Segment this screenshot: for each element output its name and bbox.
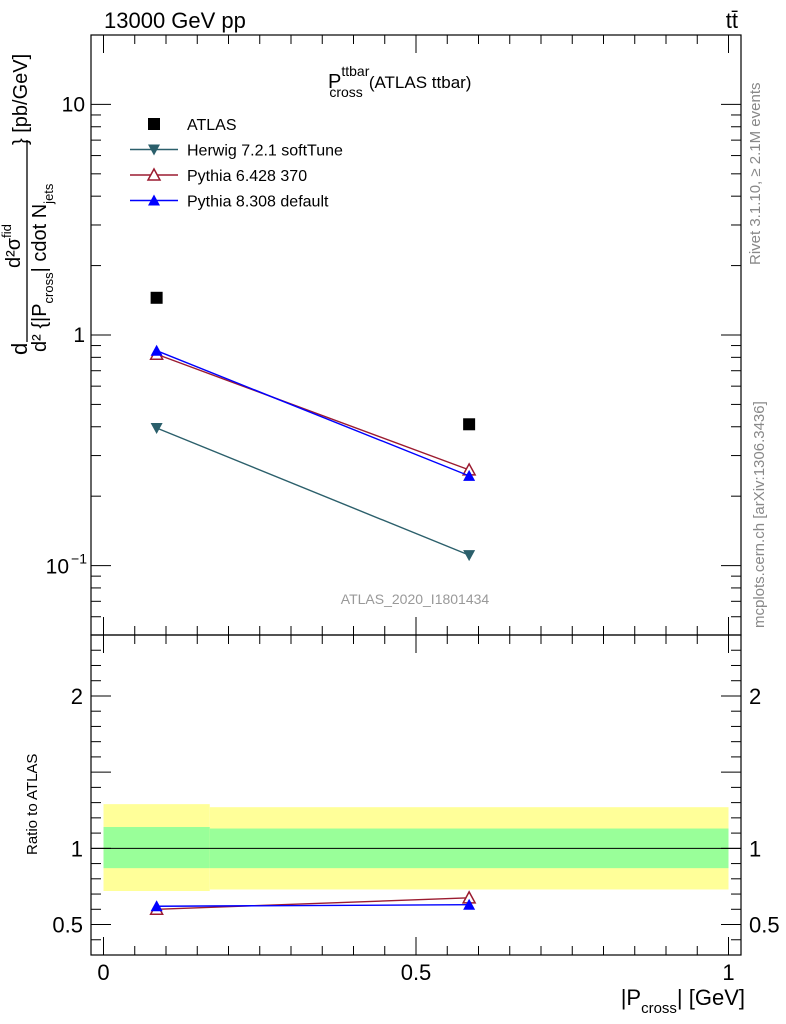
legend-entry-0: ATLAS: [148, 117, 237, 134]
ratio-frame: [90, 634, 742, 956]
ratio-y-tick-label: 0.5: [52, 913, 83, 938]
ratio-y-tick-label-right: 1: [749, 836, 761, 861]
band-stat: [103, 827, 210, 869]
data-point: [150, 291, 163, 304]
ratio-series-0: [149, 890, 477, 916]
series-line: [156, 427, 470, 556]
main-title-suffix: (ATLAS ttbar): [369, 73, 472, 92]
xlabel-sub: cross: [641, 1000, 677, 1017]
ratio-y-tick-label-right: 2: [749, 684, 761, 709]
ylabel-numerator-main: d²σ: [3, 237, 25, 268]
ylabel-denominator-main: d² {|P: [29, 303, 51, 352]
y-tick-label: 10: [46, 556, 69, 579]
legend-entry-2: Pythia 6.428 370: [130, 167, 307, 185]
legend-label: Pythia 6.428 370: [187, 168, 307, 185]
series-line: [156, 350, 470, 477]
ratio-axis-ticks: 2 2 1 1 0.5 0.5 0 0.5 1: [52, 634, 780, 985]
ylabel-denominator: d² {|Pcross| cdot Njets: [29, 183, 56, 352]
ylabel-denominator-sub2: jets: [41, 183, 56, 205]
ylabel-prefix: d: [7, 343, 32, 355]
legend-entry-3: Pythia 8.308 default: [130, 194, 329, 211]
mcplots-label: mcplots.cern.ch [arXiv:1306.3436]: [751, 401, 768, 628]
ratio-y-tick-label-right: 0.5: [749, 913, 780, 938]
series-0: [150, 291, 476, 431]
data-point: [150, 423, 163, 435]
y-tick-label-exp: −1: [71, 551, 87, 567]
ratio-x-tick-label: 0: [97, 960, 109, 985]
ratio-data-point: [463, 898, 476, 910]
legend-marker: [146, 167, 162, 181]
legend-marker: [148, 144, 160, 156]
series-3: [150, 344, 476, 481]
main-title: Pttbar cross (ATLAS ttbar): [328, 63, 471, 100]
y-tick-label: 1: [73, 324, 85, 347]
ratio-data-point: [150, 900, 163, 912]
ratio-panel: 2 2 1 1 0.5 0.5 0 0.5 1 Ratio to ATLAS |Pcross| …: [24, 634, 780, 1017]
ratio-series-line: [156, 904, 470, 907]
data-point: [150, 344, 163, 356]
ylabel-suffix: } [pb/GeV]: [10, 54, 32, 145]
ylabel-denominator-mid: | cdot N: [29, 204, 51, 273]
main-title-main: P: [328, 71, 341, 93]
ylabel-denominator-sub: cross: [41, 272, 56, 304]
main-title-sup: ttbar: [341, 63, 369, 79]
data-point: [463, 469, 476, 481]
ratio-y-tick-label: 1: [71, 836, 83, 861]
series-1: [150, 423, 476, 562]
main-ylabel: d d²σfid d² {|Pcross| cdot Njets } [pb/G…: [0, 54, 56, 355]
legend-label: ATLAS: [187, 117, 237, 134]
main-series-group: [149, 291, 477, 562]
legend: ATLAS Herwig 7.2.1 softTune Pythia 6.428 3…: [130, 117, 343, 211]
rivet-label: Rivet 3.1.10, ≥ 2.1M events: [747, 83, 764, 266]
legend-marker: [148, 118, 160, 130]
legend-label: Pythia 8.308 default: [187, 194, 329, 211]
ratio-x-tick-label: 1: [722, 960, 734, 985]
ylabel-numerator: d²σfid: [0, 224, 25, 268]
ratio-series-1: [150, 898, 476, 912]
ratio-x-tick-label: 0.5: [401, 960, 432, 985]
xlabel-suffix: | [GeV]: [677, 985, 745, 1010]
data-point: [463, 418, 476, 431]
ratio-ylabel: Ratio to ATLAS: [24, 754, 41, 855]
ratio-series-line: [156, 897, 470, 910]
y-tick-label: 10: [62, 93, 85, 116]
data-point: [463, 550, 476, 562]
process-label: tt̄: [726, 8, 738, 33]
ylabel-numerator-sup: fid: [0, 224, 14, 238]
ratio-xlabel: |Pcross| [GeV]: [621, 985, 745, 1017]
energy-label: 13000 GeV pp: [104, 8, 246, 33]
ratio-bands: [103, 804, 729, 891]
analysis-id: ATLAS_2020_I1801434: [341, 591, 490, 607]
legend-marker: [148, 194, 160, 206]
legend-entry-1: Herwig 7.2.1 softTune: [130, 143, 343, 160]
ratio-y-tick-label: 2: [71, 684, 83, 709]
legend-label: Herwig 7.2.1 softTune: [187, 143, 343, 160]
main-title-sub: cross: [329, 84, 362, 100]
series-line: [156, 353, 470, 471]
xlabel-main: |P: [621, 985, 641, 1010]
ratio-series-group: [149, 890, 477, 916]
